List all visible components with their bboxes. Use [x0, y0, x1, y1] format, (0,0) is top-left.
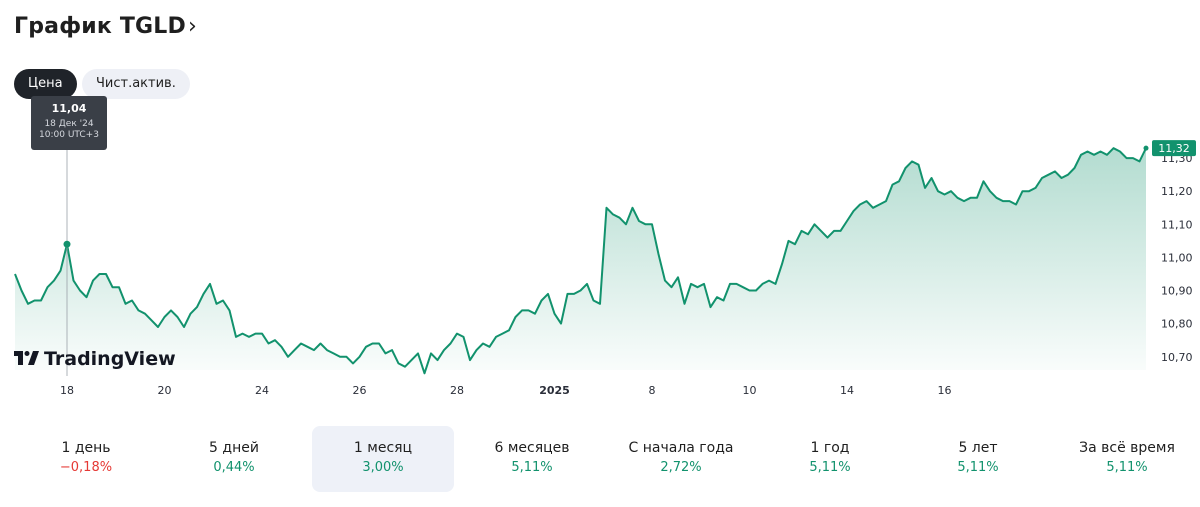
tradingview-logo[interactable]: TradingView: [14, 348, 176, 370]
period-option[interactable]: 1 день −0,18%: [15, 426, 157, 492]
x-tick-label: 14: [840, 384, 854, 397]
period-change: 5,11%: [1106, 460, 1148, 475]
period-option[interactable]: С начала года 2,72%: [610, 426, 752, 492]
period-label: 5 дней: [209, 440, 259, 456]
period-change: −0,18%: [59, 460, 113, 475]
period-change: 0,44%: [213, 460, 255, 475]
period-label: 1 год: [810, 440, 850, 456]
period-label: За всё время: [1079, 440, 1175, 456]
chart-tooltip: 11,04 18 Дек '24 10:00 UTC+3: [31, 96, 107, 150]
tooltip-date: 18 Дек '24: [44, 119, 94, 129]
x-tick-label: 10: [743, 384, 757, 397]
y-tick-label: 11,10: [1161, 218, 1193, 231]
x-tick-label: 18: [60, 384, 74, 397]
tab-net-assets[interactable]: Чист.актив.: [82, 69, 190, 99]
x-tick-label: 2025: [539, 384, 570, 397]
period-label: 1 день: [61, 440, 111, 456]
x-tick-label: 8: [649, 384, 656, 397]
chevron-right-icon: ›: [188, 14, 197, 39]
tradingview-logo-icon: [14, 351, 39, 365]
x-tick-label: 28: [450, 384, 464, 397]
period-option[interactable]: 5 лет 5,11%: [907, 426, 1049, 492]
period-change: 2,72%: [660, 460, 702, 475]
period-label: 6 месяцев: [494, 440, 570, 456]
x-tick-label: 20: [158, 384, 172, 397]
period-change: 5,11%: [809, 460, 851, 475]
series-line: [14, 147, 1147, 375]
tooltip-time: 10:00 UTC+3: [39, 130, 99, 140]
page-title[interactable]: График TGLD›: [14, 14, 197, 39]
x-tick-label: 26: [353, 384, 367, 397]
period-option[interactable]: 1 месяц 3,00%: [312, 426, 454, 492]
series-area: [15, 148, 1146, 374]
last-value-badge: [1152, 140, 1196, 157]
period-option[interactable]: 5 дней 0,44%: [163, 426, 305, 492]
last-value-label: 11,32: [1158, 142, 1190, 155]
y-tick-label: 10,70: [1161, 351, 1193, 364]
y-tick-label: 10,90: [1161, 285, 1193, 298]
period-option[interactable]: За всё время 5,11%: [1056, 426, 1198, 492]
price-chart[interactable]: 10,7010,8010,9011,0011,1011,2011,3011,32…: [0, 0, 1200, 410]
y-tick-label: 11,20: [1161, 185, 1193, 198]
period-option[interactable]: 6 месяцев 5,11%: [461, 426, 603, 492]
y-tick-label: 10,80: [1161, 318, 1193, 331]
tooltip-value: 11,04: [51, 102, 87, 115]
highlight-point: [63, 240, 71, 248]
period-label: 1 месяц: [353, 440, 413, 456]
tab-price[interactable]: Цена: [14, 69, 77, 99]
period-label: 5 лет: [958, 440, 998, 456]
period-change: 3,00%: [362, 460, 404, 475]
x-tick-label: 16: [938, 384, 952, 397]
period-change: 5,11%: [511, 460, 553, 475]
period-label: С начала года: [628, 440, 734, 456]
period-selector: 1 день −0,18% 5 дней 0,44% 1 месяц 3,00% 6 мес…: [0, 426, 1200, 492]
y-tick-label: 11,00: [1161, 251, 1193, 264]
period-option[interactable]: 1 год 5,11%: [759, 426, 901, 492]
period-change: 5,11%: [957, 460, 999, 475]
last-point: [1143, 145, 1149, 151]
x-tick-label: 24: [255, 384, 269, 397]
